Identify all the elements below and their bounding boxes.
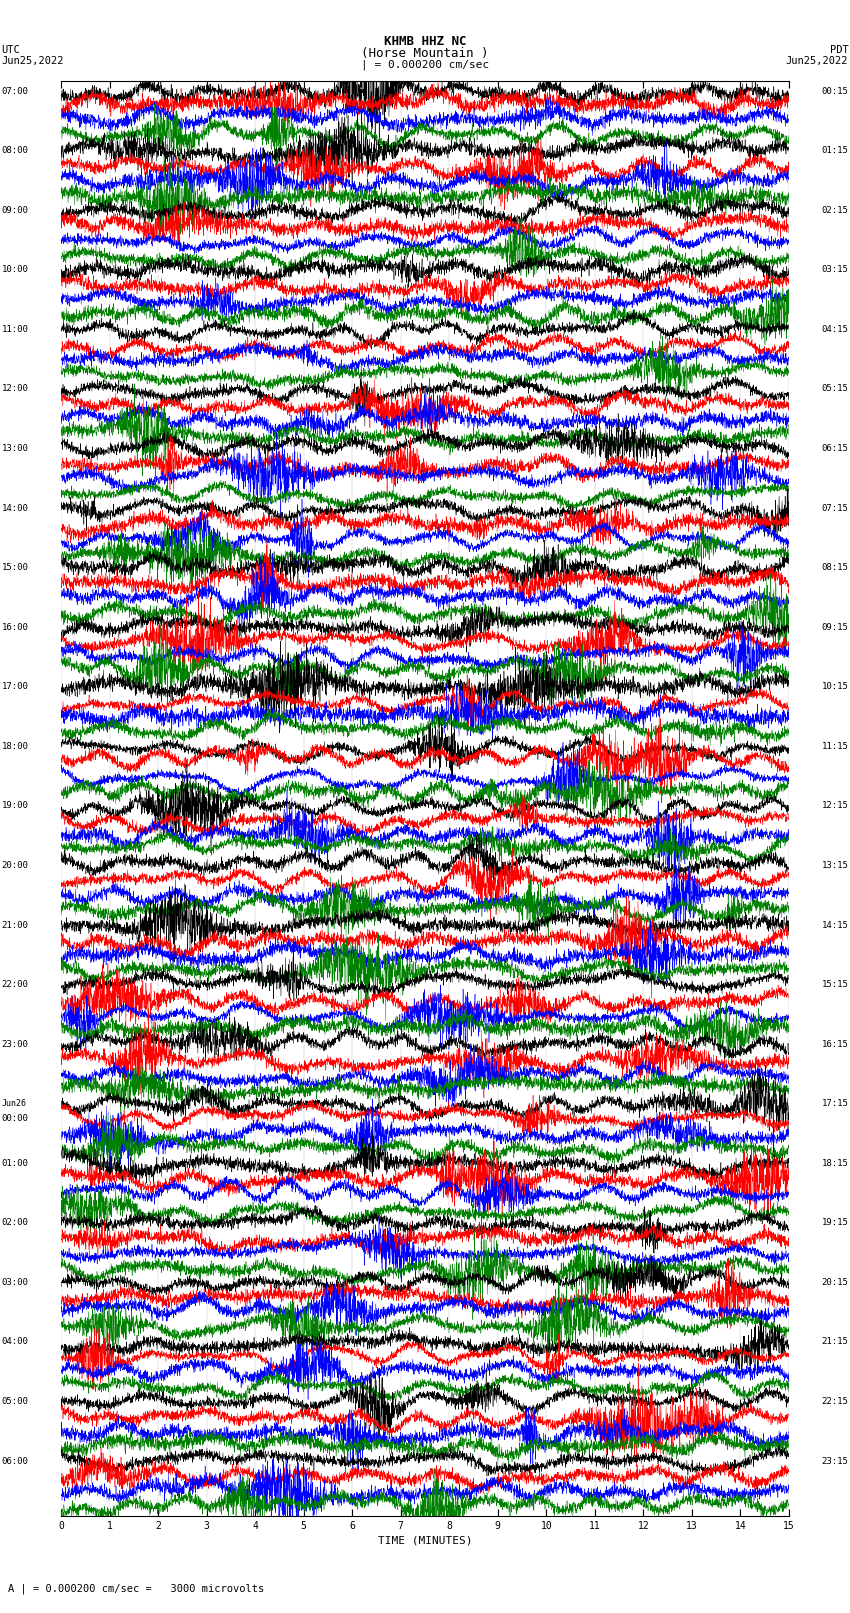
Text: Jun26: Jun26: [2, 1098, 26, 1108]
Text: 13:15: 13:15: [821, 861, 848, 869]
Text: 07:15: 07:15: [821, 503, 848, 513]
Text: 16:00: 16:00: [2, 623, 29, 632]
Text: 17:15: 17:15: [821, 1098, 848, 1108]
Text: 13:00: 13:00: [2, 444, 29, 453]
Text: 04:00: 04:00: [2, 1337, 29, 1347]
Text: 20:00: 20:00: [2, 861, 29, 869]
Text: 23:15: 23:15: [821, 1457, 848, 1466]
Text: 20:15: 20:15: [821, 1277, 848, 1287]
Text: 09:15: 09:15: [821, 623, 848, 632]
Text: 19:00: 19:00: [2, 802, 29, 810]
Text: 02:00: 02:00: [2, 1218, 29, 1227]
Text: KHMB HHZ NC: KHMB HHZ NC: [383, 35, 467, 48]
Text: 10:00: 10:00: [2, 265, 29, 274]
Text: 15:00: 15:00: [2, 563, 29, 573]
X-axis label: TIME (MINUTES): TIME (MINUTES): [377, 1536, 473, 1545]
Text: 03:15: 03:15: [821, 265, 848, 274]
Text: 23:00: 23:00: [2, 1040, 29, 1048]
Text: 16:15: 16:15: [821, 1040, 848, 1048]
Text: 01:15: 01:15: [821, 147, 848, 155]
Text: 18:00: 18:00: [2, 742, 29, 750]
Text: 14:00: 14:00: [2, 503, 29, 513]
Text: | = 0.000200 cm/sec: | = 0.000200 cm/sec: [361, 60, 489, 71]
Text: 22:15: 22:15: [821, 1397, 848, 1407]
Text: 21:15: 21:15: [821, 1337, 848, 1347]
Text: 05:00: 05:00: [2, 1397, 29, 1407]
Text: 06:00: 06:00: [2, 1457, 29, 1466]
Text: Jun25,2022: Jun25,2022: [2, 56, 65, 66]
Text: 10:15: 10:15: [821, 682, 848, 692]
Text: 21:00: 21:00: [2, 921, 29, 929]
Text: 12:00: 12:00: [2, 384, 29, 394]
Text: 06:15: 06:15: [821, 444, 848, 453]
Text: 07:00: 07:00: [2, 87, 29, 95]
Text: 08:15: 08:15: [821, 563, 848, 573]
Text: 17:00: 17:00: [2, 682, 29, 692]
Text: 22:00: 22:00: [2, 981, 29, 989]
Text: 00:15: 00:15: [821, 87, 848, 95]
Text: 05:15: 05:15: [821, 384, 848, 394]
Text: 15:15: 15:15: [821, 981, 848, 989]
Text: 11:15: 11:15: [821, 742, 848, 750]
Text: Jun25,2022: Jun25,2022: [785, 56, 848, 66]
Text: 12:15: 12:15: [821, 802, 848, 810]
Text: 04:15: 04:15: [821, 324, 848, 334]
Text: 00:00: 00:00: [2, 1115, 29, 1123]
Text: 01:00: 01:00: [2, 1158, 29, 1168]
Text: 03:00: 03:00: [2, 1277, 29, 1287]
Text: 18:15: 18:15: [821, 1158, 848, 1168]
Text: 14:15: 14:15: [821, 921, 848, 929]
Text: 02:15: 02:15: [821, 206, 848, 215]
Text: 11:00: 11:00: [2, 324, 29, 334]
Text: PDT: PDT: [830, 45, 848, 55]
Text: UTC: UTC: [2, 45, 20, 55]
Text: 19:15: 19:15: [821, 1218, 848, 1227]
Text: 08:00: 08:00: [2, 147, 29, 155]
Text: A | = 0.000200 cm/sec =   3000 microvolts: A | = 0.000200 cm/sec = 3000 microvolts: [8, 1582, 264, 1594]
Text: (Horse Mountain ): (Horse Mountain ): [361, 47, 489, 60]
Text: 09:00: 09:00: [2, 206, 29, 215]
